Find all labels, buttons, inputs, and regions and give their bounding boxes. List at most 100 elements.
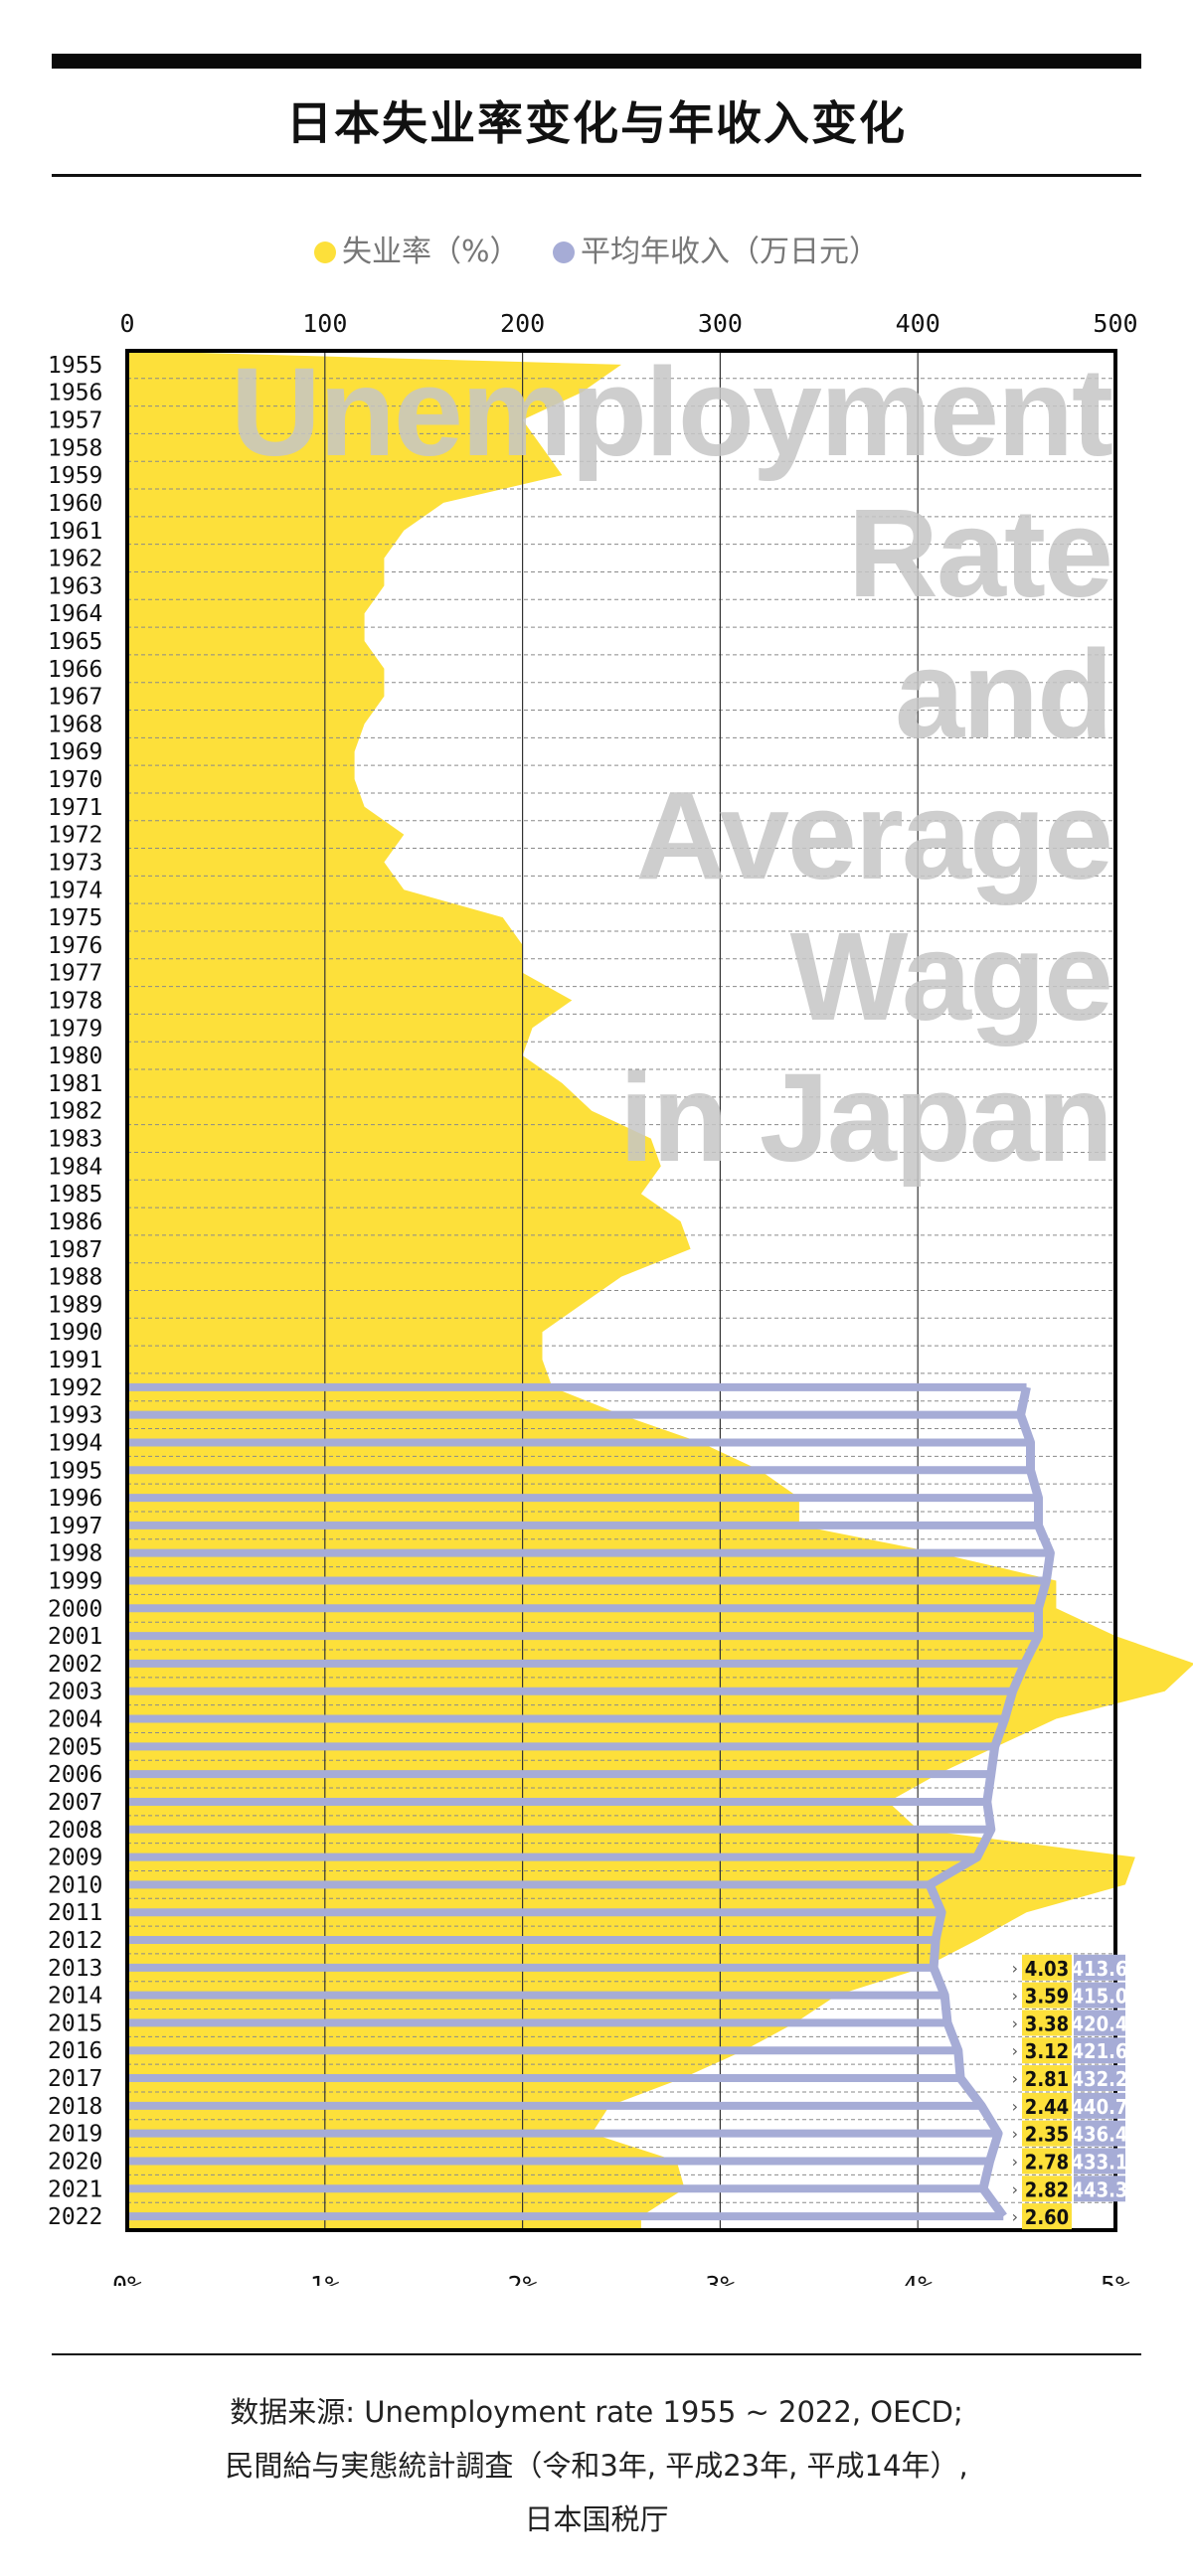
year-label: 2020 — [48, 2149, 102, 2174]
year-label: 2006 — [48, 1762, 102, 1788]
label-arrow: › — [1012, 2125, 1018, 2144]
year-label: 1989 — [48, 1292, 102, 1318]
year-label: 2022 — [48, 2204, 102, 2230]
rate-label-box — [1022, 2175, 1072, 2202]
rate-label-box — [1022, 2148, 1072, 2174]
year-label: 1957 — [48, 408, 102, 434]
year-label: 2003 — [48, 1680, 102, 1705]
rate-value-label: 4.03 — [1025, 1957, 1069, 1981]
watermark-line: in Japan — [619, 1047, 1111, 1188]
source-line-1: 数据来源: Unemployment rate 1955 ~ 2022, OEC… — [230, 2395, 963, 2429]
year-label: 1955 — [48, 353, 102, 379]
label-arrow: › — [1012, 1959, 1018, 1978]
year-label: 1972 — [48, 823, 102, 849]
year-label: 2018 — [48, 2094, 102, 2120]
wage-value-label: 443.3 — [1072, 2177, 1128, 2201]
year-label: 1984 — [48, 1154, 102, 1180]
rate-label-box — [1022, 2037, 1072, 2064]
bottom-tick-label: 1% — [310, 2271, 340, 2286]
year-label: 1973 — [48, 850, 102, 876]
source-line-2: 民間給与実態統計調査（令和3年, 平成23年, 平成14年）, — [225, 2449, 968, 2483]
year-label: 1967 — [48, 685, 102, 711]
year-label: 1971 — [48, 795, 102, 821]
title-divider — [52, 174, 1141, 177]
wage-label-box — [1074, 2092, 1125, 2119]
year-label: 1992 — [48, 1375, 102, 1401]
top-tick-label: 400 — [896, 309, 940, 338]
year-label: 1970 — [48, 767, 102, 793]
year-label: 2001 — [48, 1624, 102, 1650]
year-label: 1997 — [48, 1514, 102, 1539]
legend-item-wage: 平均年收入（万日元） — [553, 227, 879, 270]
label-arrow: › — [1012, 2179, 1018, 2198]
year-label: 2010 — [48, 1872, 102, 1898]
rate-value-label: 2.35 — [1025, 2123, 1069, 2147]
year-label: 1996 — [48, 1486, 102, 1512]
year-label: 1977 — [48, 961, 102, 987]
label-arrow: › — [1012, 2152, 1018, 2171]
year-label: 1978 — [48, 989, 102, 1015]
rate-value-label: 2.60 — [1025, 2205, 1069, 2229]
footer-divider — [52, 2353, 1141, 2355]
year-label: 1981 — [48, 1071, 102, 1097]
year-label: 1982 — [48, 1099, 102, 1125]
rate-value-label: 2.82 — [1025, 2177, 1069, 2201]
year-label: 1961 — [48, 519, 102, 545]
wage-value-label: 413.6 — [1072, 1957, 1128, 1981]
watermark-line: Rate — [848, 483, 1111, 623]
year-label: 1979 — [48, 1016, 102, 1042]
wage-value-label: 420.4 — [1072, 2012, 1128, 2035]
year-label: 2017 — [48, 2066, 102, 2092]
rate-label-box — [1022, 2120, 1072, 2147]
year-label: 2019 — [48, 2122, 102, 2148]
rate-label-box — [1022, 1954, 1072, 1981]
legend-swatch-wage — [553, 242, 576, 263]
wage-label-box — [1074, 2175, 1125, 2202]
rate-value-label: 2.78 — [1025, 2150, 1069, 2174]
year-label: 2002 — [48, 1652, 102, 1678]
top-tick-label: 200 — [500, 309, 545, 338]
rate-value-label: 3.38 — [1025, 2012, 1069, 2035]
top-tick-label: 500 — [1093, 309, 1137, 338]
watermark-line: Wage — [790, 906, 1111, 1046]
year-label: 2013 — [48, 1956, 102, 1982]
year-label: 2021 — [48, 2176, 102, 2202]
legend-label-wage: 平均年收入（万日元） — [581, 235, 880, 269]
wage-value-label: 436.4 — [1072, 2123, 1128, 2147]
year-label: 1960 — [48, 491, 102, 517]
year-label: 1986 — [48, 1209, 102, 1235]
rate-label-box — [1022, 2203, 1072, 2230]
label-arrow: › — [1012, 2207, 1018, 2226]
wage-value-label: 433.1 — [1072, 2150, 1128, 2174]
label-arrow: › — [1012, 2097, 1018, 2116]
year-label: 2000 — [48, 1596, 102, 1622]
year-label: 1994 — [48, 1430, 102, 1456]
page-title: 日本失业率变化与年收入变化 — [286, 96, 907, 150]
watermark-line: Unemployment — [231, 342, 1112, 482]
rate-value-label: 2.81 — [1025, 2067, 1069, 2091]
year-label: 2014 — [48, 1984, 102, 2010]
bottom-tick-label: 4% — [903, 2271, 933, 2286]
wage-value-label: 421.6 — [1072, 2039, 1128, 2063]
wage-label-box — [1074, 2065, 1125, 2092]
bottom-tick-label: 2% — [508, 2271, 538, 2286]
year-label: 1966 — [48, 657, 102, 683]
wage-label-box — [1074, 2120, 1125, 2147]
year-label: 1963 — [48, 573, 102, 599]
wage-label-box — [1074, 1954, 1125, 1981]
year-label: 1965 — [48, 629, 102, 655]
year-label: 2008 — [48, 1818, 102, 1844]
year-label: 2016 — [48, 2038, 102, 2064]
wage-label-box — [1074, 2037, 1125, 2064]
top-tick-label: 100 — [302, 309, 347, 338]
wage-label-box — [1074, 2148, 1125, 2174]
year-label: 1959 — [48, 463, 102, 489]
wage-line — [925, 1385, 1055, 2219]
legend: 失业率（%） 平均年收入（万日元） — [0, 227, 1193, 270]
year-label: 1976 — [48, 933, 102, 959]
year-label: 2011 — [48, 1900, 102, 1926]
year-label: 1968 — [48, 712, 102, 737]
year-label: 1983 — [48, 1127, 102, 1153]
rate-value-label: 3.12 — [1025, 2039, 1069, 2063]
